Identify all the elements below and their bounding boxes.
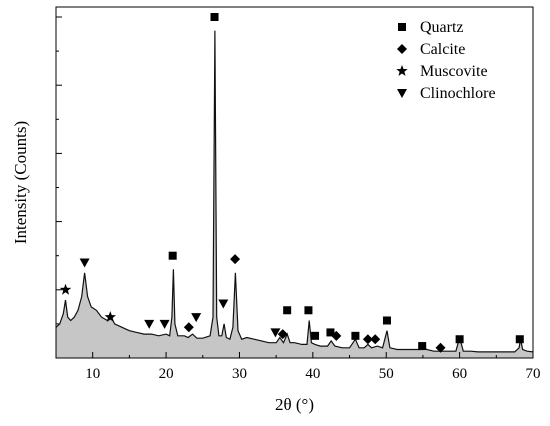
intensity-line [55, 30, 534, 353]
legend: Quartz Calcite Muscovite Clinochlore [396, 19, 496, 102]
legend-item-quartz: Quartz [398, 19, 464, 36]
clinochlore-peak-marker [218, 299, 229, 309]
legend-label: Calcite [420, 41, 465, 58]
quartz-peak-marker [351, 331, 360, 340]
calcite-peak-marker [362, 334, 373, 345]
calcite-peak-marker [370, 334, 381, 345]
y-axis-label: Intensity (Counts) [11, 121, 30, 244]
x-tick-label: 30 [232, 366, 247, 382]
y-axis [56, 16, 62, 359]
clinochlore-peak-marker [159, 319, 170, 329]
calcite-peak-marker [277, 329, 288, 340]
calcite-peak-marker [435, 342, 446, 353]
x-tick-label: 70 [526, 366, 541, 382]
diamond-icon [397, 44, 407, 54]
quartz-peak-marker [168, 251, 177, 260]
peak-annotations [59, 13, 524, 353]
x-tick-label: 40 [305, 366, 320, 382]
muscovite-peak-marker [104, 311, 116, 322]
muscovite-peak-marker [59, 283, 72, 295]
plot-area [55, 6, 534, 359]
quartz-peak-marker [311, 331, 320, 340]
clinochlore-peak-marker [191, 313, 202, 323]
quartz-peak-marker [515, 335, 524, 344]
triangle-down-icon [397, 89, 407, 98]
legend-item-clinochlore: Clinochlore [397, 85, 496, 102]
legend-label: Quartz [420, 19, 464, 36]
quartz-peak-marker [418, 342, 427, 351]
clinochlore-peak-marker [79, 258, 90, 268]
calcite-peak-marker [230, 254, 241, 265]
clinochlore-peak-marker [144, 319, 155, 329]
quartz-peak-marker [455, 335, 464, 344]
plot-frame [55, 6, 534, 359]
quartz-peak-marker [382, 316, 391, 325]
quartz-peak-marker [210, 13, 219, 21]
x-axis-label: 2θ (°) [275, 395, 314, 414]
x-tick-label: 60 [452, 366, 467, 382]
clinochlore-peak-marker [270, 328, 281, 338]
calcite-peak-marker [183, 322, 194, 333]
legend-label: Muscovite [420, 63, 488, 80]
square-icon [398, 23, 406, 31]
x-tick-label: 50 [379, 366, 394, 382]
quartz-peak-marker [326, 328, 335, 337]
legend-label: Clinochlore [420, 85, 496, 102]
legend-item-calcite: Calcite [397, 41, 465, 58]
quartz-peak-marker [304, 306, 313, 315]
star-icon [396, 65, 408, 76]
calcite-peak-marker [331, 330, 342, 341]
intensity-area-fill [56, 30, 533, 358]
x-tick-label: 20 [159, 366, 174, 382]
x-tick-label: 10 [85, 366, 100, 382]
quartz-peak-marker [283, 306, 292, 315]
legend-item-muscovite: Muscovite [396, 63, 488, 80]
